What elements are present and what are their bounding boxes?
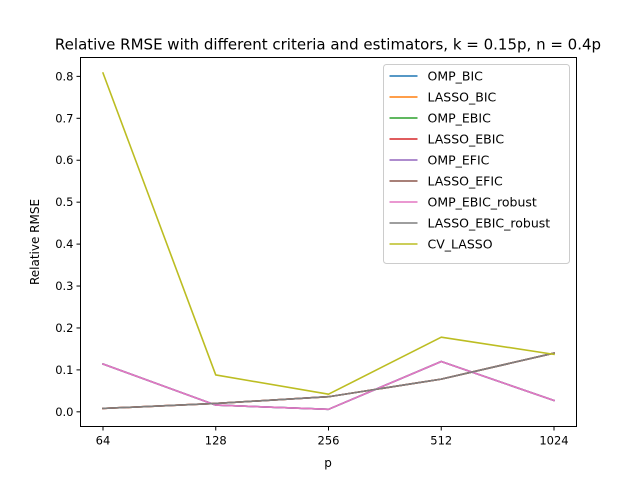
legend-label: OMP_BIC <box>428 69 484 84</box>
plot-frame <box>80 57 577 427</box>
legend-label: LASSO_EBIC <box>428 132 505 147</box>
legend: OMP_BIC LASSO_BIC OMP_EBIC LASSO_EBIC OMP_EF… <box>383 64 570 264</box>
y-axis-label: Relative RMSE <box>28 199 42 285</box>
x-tick-label: 256 <box>318 434 340 448</box>
legend-label: LASSO_BIC <box>428 90 497 105</box>
y-tick-label: 0.8 <box>55 69 73 83</box>
x-tick-label: 1024 <box>539 434 568 448</box>
x-axis-label: p <box>324 456 332 470</box>
y-tick-label: 0.2 <box>55 321 73 335</box>
legend-label: OMP_EBIC <box>428 111 492 126</box>
y-tick-label: 0.3 <box>55 279 73 293</box>
x-tick-label: 512 <box>430 434 452 448</box>
y-tick-label: 0.7 <box>55 111 73 125</box>
y-tick-label: 0.6 <box>55 153 73 167</box>
legend-label: LASSO_EFIC <box>428 174 504 189</box>
series-line-omp-ebic-robust <box>101 360 556 411</box>
x-tick-label: 64 <box>96 434 111 448</box>
y-tick-label: 0.0 <box>55 405 73 419</box>
series-line-cv-lasso <box>101 71 555 396</box>
legend-frame <box>383 64 570 264</box>
legend-label: OMP_EFIC <box>428 153 490 168</box>
y-tick-label: 0.5 <box>55 195 73 209</box>
x-tick-label: 128 <box>205 434 227 448</box>
legend-label: LASSO_EBIC_robust <box>428 216 551 231</box>
plot-series <box>101 71 556 411</box>
y-tick-label: 0.1 <box>55 363 73 377</box>
legend-label: OMP_EBIC_robust <box>428 195 537 210</box>
y-tick-label: 0.4 <box>55 237 73 251</box>
legend-label: CV_LASSO <box>428 237 493 252</box>
axes: 64 128 256 512 1024 0.0 0.1 0.2 0.3 0.4 0.5 0.6 0.7 0… <box>55 69 568 447</box>
series-line-lasso-ebic-robust <box>102 352 555 410</box>
chart-title: Relative RMSE with different criteria an… <box>55 36 601 54</box>
